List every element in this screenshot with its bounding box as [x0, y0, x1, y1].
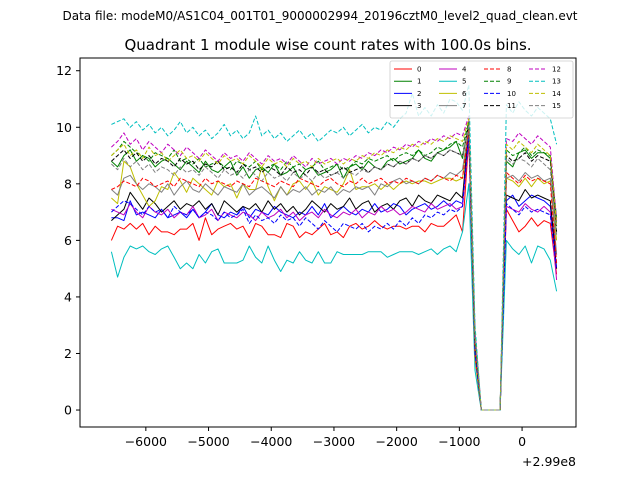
- series-line-15: [111, 123, 558, 411]
- x-tick-label: 0: [518, 434, 526, 449]
- y-tick-label: 2: [64, 346, 72, 361]
- y-tick-label: 8: [64, 176, 72, 191]
- legend-label-15: 15: [552, 102, 561, 110]
- plot-frame: [79, 57, 577, 428]
- series-layer: [110, 84, 558, 411]
- x-offset-label: +2.99e8: [522, 454, 576, 469]
- x-tick-label: −6000: [125, 434, 167, 449]
- y-axis: 0 2 4 6 8 10 12: [56, 63, 80, 418]
- y-tick-label: 12: [56, 63, 72, 78]
- legend-label-0: 0: [417, 66, 421, 74]
- legend-label-2: 2: [417, 90, 421, 98]
- legend-frame: [389, 60, 574, 119]
- legend-label-5: 5: [462, 78, 466, 86]
- legend-label-14: 14: [552, 90, 561, 98]
- x-tick-label: −4000: [250, 434, 292, 449]
- figure-suptitle: Data file: modeM0/AS1C04_001T01_90000029…: [62, 9, 577, 23]
- y-tick-label: 6: [64, 233, 72, 248]
- legend-label-6: 6: [462, 90, 467, 98]
- y-tick-label: 0: [64, 403, 72, 418]
- legend-label-4: 4: [462, 66, 467, 74]
- series-line-14: [111, 118, 558, 411]
- legend-label-12: 12: [552, 66, 561, 74]
- legend-label-13: 13: [552, 78, 561, 86]
- y-tick-label: 4: [64, 289, 72, 304]
- chart-title: Quadrant 1 module wise count rates with …: [124, 36, 531, 54]
- x-tick-label: −3000: [313, 434, 355, 449]
- x-tick-label: −2000: [376, 434, 418, 449]
- legend-label-9: 9: [507, 78, 511, 86]
- legend-label-8: 8: [507, 66, 511, 74]
- legend-label-7: 7: [462, 102, 466, 110]
- x-tick-label: −1000: [438, 434, 480, 449]
- x-axis: −6000 −5000 −4000 −3000 −2000 −1000 0: [125, 427, 526, 449]
- legend-label-10: 10: [507, 90, 516, 98]
- series-line-12: [111, 115, 558, 411]
- legend-label-3: 3: [417, 102, 421, 110]
- y-tick-label: 10: [56, 120, 72, 135]
- legend-label-1: 1: [417, 78, 421, 86]
- legend-label-11: 11: [507, 102, 516, 110]
- x-tick-label: −5000: [187, 434, 229, 449]
